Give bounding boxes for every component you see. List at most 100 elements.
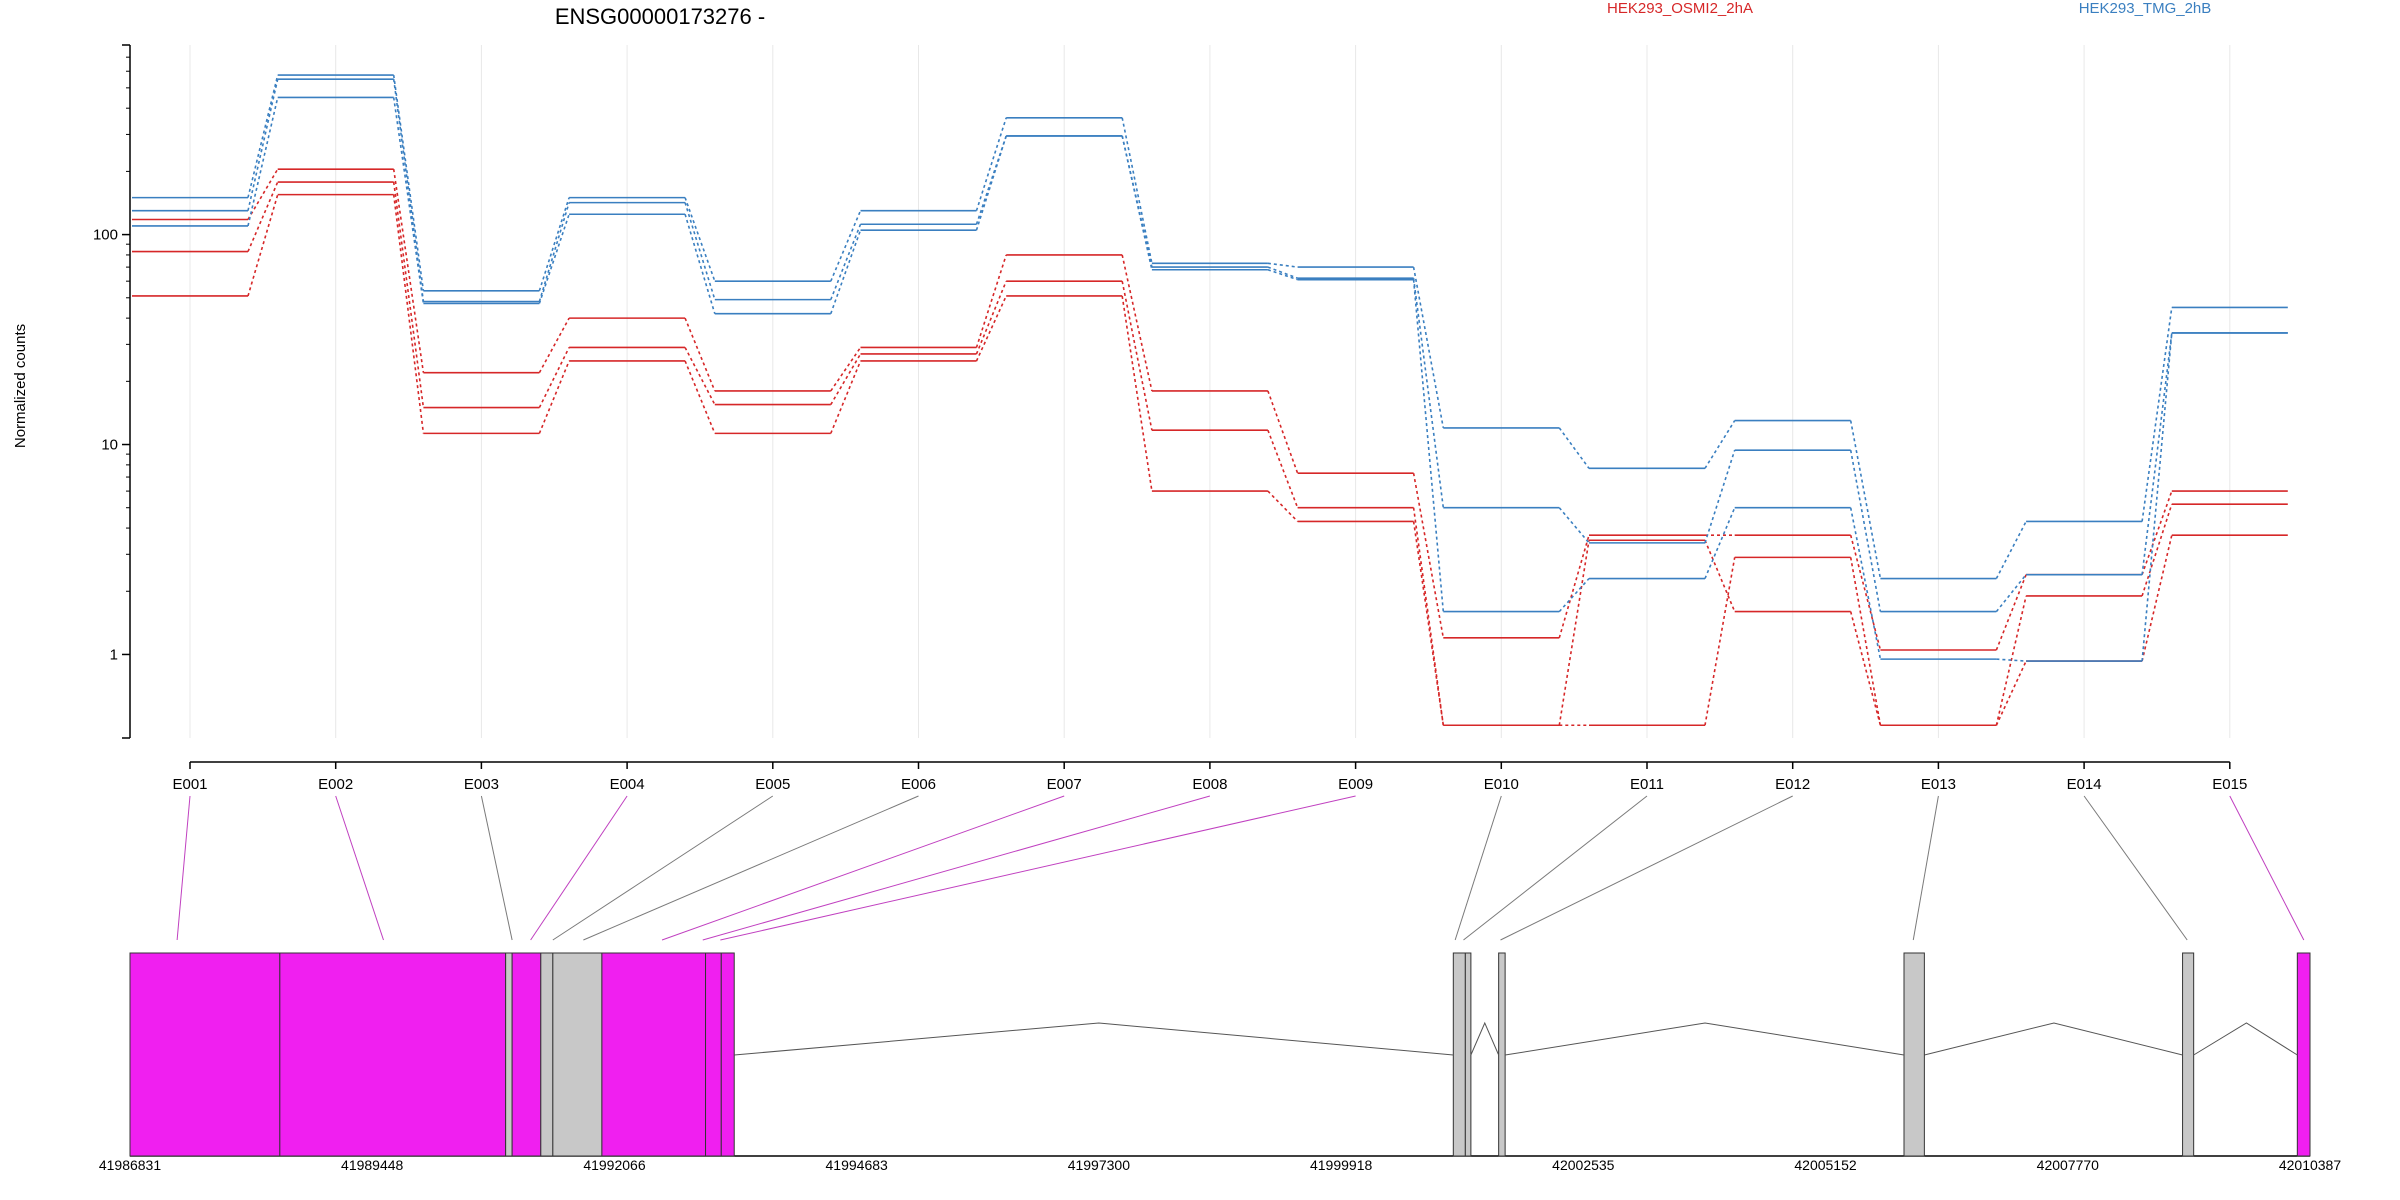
- exon-connector: [583, 795, 919, 941]
- series-connector: [975, 254, 1007, 348]
- y-axis-label: Normalized counts: [12, 324, 29, 448]
- exon-connector: [1463, 795, 1648, 941]
- exon-connector: [480, 795, 513, 941]
- series-connector: [830, 223, 862, 300]
- x-tick-label: E002: [318, 776, 353, 793]
- series-connector: [1558, 534, 1590, 639]
- series-connector: [1995, 660, 2027, 726]
- series-connector: [538, 317, 570, 374]
- x-tick-label: E014: [2067, 776, 2102, 793]
- gene-model: 41986831 41989448 41992066 41994683 41997300…: [99, 952, 2342, 1173]
- exon-box: [1903, 952, 1925, 1157]
- series-connector: [1412, 279, 1445, 612]
- series-connector: [1121, 117, 1153, 264]
- series-connector: [1849, 534, 1882, 651]
- exon-box: [279, 952, 507, 1157]
- legend-entry-osmi2: HEK293_OSMI2_2hA: [1607, 0, 1753, 17]
- exon-connector: [335, 795, 384, 941]
- exon-box: [705, 952, 722, 1157]
- series-connector: [1995, 574, 2027, 613]
- exon-box: [720, 952, 735, 1157]
- x-tick-label: E012: [1775, 776, 1810, 793]
- legend: HEK293_OSMI2_2hA HEK293_TMG_2hB: [1607, 0, 2211, 17]
- series-connector: [830, 229, 862, 314]
- series-connector: [1849, 507, 1882, 660]
- series-connector: [830, 360, 862, 434]
- x-tick-label: E004: [610, 776, 645, 793]
- gene-coord-label: 42007770: [2037, 1157, 2100, 1173]
- exon-connector: [1500, 795, 1793, 941]
- gene-coord-label: 41986831: [99, 1157, 162, 1173]
- y-tick-label: 1: [110, 646, 118, 663]
- series-connector: [1704, 557, 1736, 726]
- gene-coord-label: 42002535: [1552, 1157, 1615, 1173]
- series-connector: [392, 75, 425, 291]
- x-tick-label: E001: [172, 776, 207, 793]
- exon-connector: [661, 795, 1065, 941]
- series-connector: [684, 214, 716, 314]
- exon-connector: [1912, 795, 1939, 941]
- exon-connectors: [176, 795, 2305, 941]
- series-connector: [1704, 539, 1736, 612]
- series-connector: [1267, 266, 1298, 279]
- gene-coord-label: 42005152: [1794, 1157, 1857, 1173]
- series-connector: [1267, 390, 1299, 474]
- x-tick-label: E007: [1047, 776, 1082, 793]
- series-connector: [1121, 254, 1153, 392]
- series-connector: [1995, 521, 2027, 579]
- x-tick-label: E005: [755, 776, 790, 793]
- series-connector: [1704, 449, 1736, 544]
- series-connector: [830, 210, 862, 282]
- series-connector: [1704, 420, 1736, 469]
- series-group: [132, 74, 2288, 727]
- exon-box: [2182, 952, 2195, 1157]
- series-connector: [1267, 490, 1299, 523]
- exon-connector: [176, 795, 191, 941]
- exon-box: [511, 952, 542, 1157]
- series-connector: [975, 295, 1007, 362]
- series-connector: [1412, 521, 1445, 726]
- series-connector: [1121, 295, 1153, 492]
- series-connector: [392, 181, 425, 408]
- series-connector: [538, 197, 570, 292]
- series-connector: [1995, 574, 2027, 651]
- exon-connector: [2229, 795, 2305, 941]
- gene-coord-label: 41994683: [826, 1157, 889, 1173]
- gene-coord-label: 41989448: [341, 1157, 404, 1173]
- exon-box: [129, 952, 281, 1157]
- series-connector: [392, 169, 425, 373]
- series-connector: [1558, 540, 1590, 726]
- series-connector: [247, 74, 279, 198]
- series-connector: [392, 194, 425, 434]
- gene-coord-label: 41997300: [1068, 1157, 1131, 1173]
- series-connector: [2141, 332, 2173, 575]
- series-connector: [1558, 577, 1590, 613]
- y-tick-label: 100: [93, 227, 118, 244]
- y-axis: 1 10 100: [93, 44, 131, 739]
- series-connector: [1849, 611, 1882, 726]
- exon-box: [1498, 952, 1506, 1157]
- series-connector: [830, 353, 862, 405]
- x-axis: E001 E002 E003 E004 E005 E006 E007 E008 E009 E010…: [172, 761, 2247, 793]
- series-blue-3: [132, 74, 2288, 580]
- series-connector: [1121, 281, 1153, 431]
- series-connector: [2141, 490, 2173, 575]
- series-connector: [684, 197, 716, 282]
- series-connector: [1558, 427, 1590, 469]
- series-connector: [247, 181, 279, 252]
- series-connector: [684, 317, 716, 392]
- gene-coord-label: 41999918: [1310, 1157, 1373, 1173]
- gene-coord-label: 42010387: [2279, 1157, 2342, 1173]
- x-tick-label: E015: [2212, 776, 2247, 793]
- exon-connector: [552, 795, 774, 941]
- exon-box: [505, 952, 513, 1157]
- series-connector: [538, 202, 570, 302]
- series-connector: [247, 194, 279, 297]
- exon-connector: [2083, 795, 2188, 941]
- gene-coord-label: 41992066: [583, 1157, 646, 1173]
- exon-box: [540, 952, 554, 1157]
- intron-line: [1924, 1022, 2183, 1056]
- x-tick-label: E009: [1338, 776, 1373, 793]
- series-connector: [247, 168, 279, 220]
